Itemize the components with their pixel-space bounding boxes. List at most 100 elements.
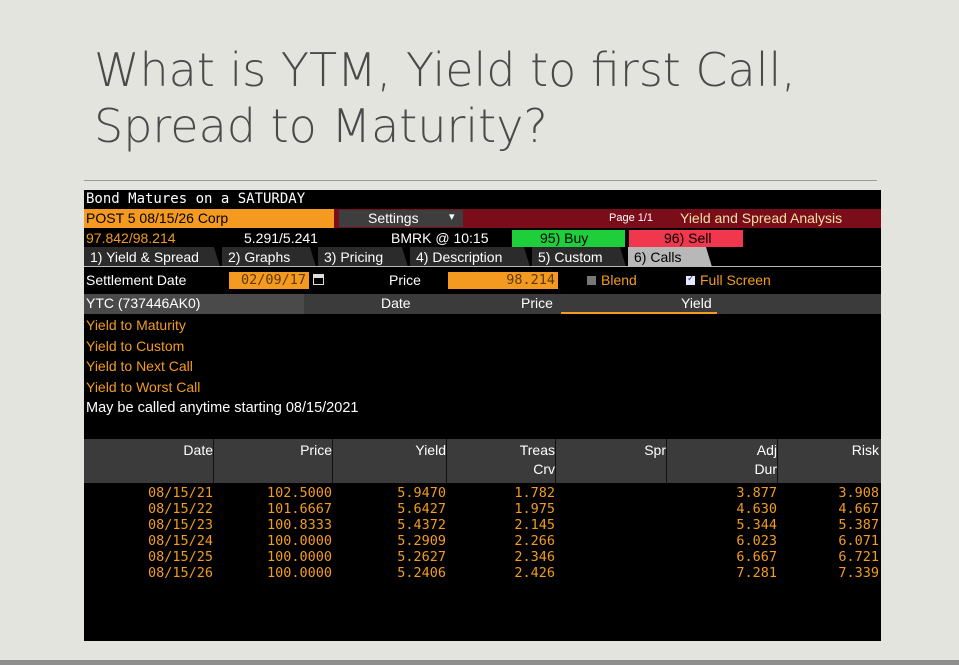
tab-label: 6) Calls — [634, 249, 682, 265]
table-row: 08/15/26 100.0000 5.2406 2.426 7.281 7.3… — [84, 565, 881, 581]
calendar-icon[interactable] — [313, 274, 324, 285]
tab-label: 4) Description — [416, 249, 503, 265]
tab-label: 5) Custom — [538, 249, 603, 265]
tab-calls[interactable]: 6) Calls — [628, 247, 712, 267]
cell-risk: 5.387 — [838, 517, 879, 533]
tab-bar: 1) Yield & Spread 2) Graphs 3) Pricing 4… — [84, 247, 881, 267]
col-header-risk[interactable]: Risk — [851, 442, 879, 458]
blend-label: Blend — [601, 272, 637, 288]
cell-date: 08/15/24 — [147, 533, 213, 549]
price-input-value: 98.214 — [506, 272, 555, 288]
bond-maturity-note: Bond Matures on a SATURDAY — [86, 191, 306, 207]
price-label: Price — [389, 272, 421, 288]
sell-button-label: 96) Sell — [664, 230, 712, 246]
tab-label: 3) Pricing — [324, 249, 384, 265]
table-row: 08/15/21 102.5000 5.9470 1.782 3.877 3.9… — [84, 485, 881, 501]
tab-pricing[interactable]: 3) Pricing — [318, 247, 408, 267]
buy-button[interactable]: 95) Buy — [512, 230, 625, 247]
tab-custom[interactable]: 5) Custom — [532, 247, 626, 267]
cell-yield: 5.2627 — [397, 549, 446, 565]
cell-risk: 6.071 — [838, 533, 879, 549]
title-divider — [84, 180, 877, 181]
tab-description[interactable]: 4) Description — [410, 247, 530, 267]
col-header-yield[interactable]: Yield — [415, 442, 446, 458]
buy-button-label: 95) Buy — [540, 230, 589, 246]
tab-yield-spread[interactable]: 1) Yield & Spread — [84, 247, 220, 267]
cell-date: 08/15/26 — [147, 565, 213, 581]
cell-treas: 2.346 — [514, 549, 555, 565]
tab-label: 1) Yield & Spread — [90, 249, 199, 265]
cell-risk: 6.721 — [838, 549, 879, 565]
slide-title: What is YTM, Yield to first Call, Spread… — [94, 42, 924, 154]
cell-risk: 3.908 — [838, 485, 879, 501]
slide-bottom-border — [0, 660, 959, 665]
price-input[interactable]: 98.214 — [448, 272, 558, 289]
cell-adj-dur: 7.281 — [736, 565, 777, 581]
cell-price: 100.0000 — [266, 565, 332, 581]
col-header-date[interactable]: Date — [183, 442, 213, 458]
grid-header-price: Price — [521, 295, 553, 311]
grid-header-date: Date — [381, 295, 411, 311]
cell-price: 100.8333 — [266, 517, 332, 533]
table-row: 08/15/25 100.0000 5.2627 2.346 6.667 6.7… — [84, 549, 881, 565]
slide-title-line-2: Spread to Maturity? — [94, 99, 548, 153]
cell-price: 101.6667 — [266, 501, 332, 517]
ytc-identifier: YTC (737446AK0) — [86, 295, 201, 311]
settings-label: Settings — [368, 210, 419, 226]
cell-adj-dur: 6.023 — [736, 533, 777, 549]
menu-yield-to-maturity[interactable]: Yield to Maturity — [86, 317, 186, 333]
slide-title-line-1: What is YTM, Yield to first Call, — [94, 43, 796, 97]
cell-date: 08/15/21 — [147, 485, 213, 501]
terminal-header: Bond Matures on a SATURDAY — [84, 190, 881, 208]
tab-underline — [84, 266, 881, 267]
cell-yield: 5.9470 — [397, 485, 446, 501]
cell-risk: 7.339 — [838, 565, 879, 581]
bid-ask-price: 97.842/98.214 — [86, 230, 176, 246]
col-header-adj[interactable]: Adj — [756, 442, 777, 458]
settings-dropdown[interactable]: Settings ▾ — [339, 210, 463, 227]
settlement-date-input[interactable]: 02/09/17 — [229, 272, 309, 289]
table-row: 08/15/23 100.8333 5.4372 2.145 5.344 5.3… — [84, 517, 881, 533]
col-header-treas[interactable]: Treas — [519, 442, 555, 458]
menu-yield-to-next-call[interactable]: Yield to Next Call — [86, 358, 193, 374]
security-bar: POST 5 08/15/26 Corp Settings ▾ Page 1/1… — [84, 209, 881, 228]
cell-treas: 2.426 — [514, 565, 555, 581]
yield-menu: Yield to Maturity Yield to Custom Yield … — [86, 315, 200, 397]
yield-column-sort-indicator — [561, 312, 717, 314]
table-row: 08/15/22 101.6667 5.6427 1.975 4.630 4.6… — [84, 501, 881, 517]
cell-date: 08/15/23 — [147, 517, 213, 533]
settlement-date-label: Settlement Date — [86, 272, 187, 288]
security-name: POST 5 08/15/26 Corp — [86, 210, 229, 226]
cell-adj-dur: 4.630 — [736, 501, 777, 517]
cell-treas: 2.266 — [514, 533, 555, 549]
col-header-dur: Dur — [754, 461, 777, 477]
cell-treas: 2.145 — [514, 517, 555, 533]
full-screen-checkbox[interactable]: ✓ — [686, 273, 695, 285]
cell-price: 102.5000 — [266, 485, 332, 501]
cell-yield: 5.2406 — [397, 565, 446, 581]
grid-header-yield: Yield — [681, 295, 712, 311]
sell-button[interactable]: 96) Sell — [629, 230, 743, 247]
call-table-header: Date Price Yield Treas Crv Spr Adj Dur R… — [84, 439, 881, 483]
menu-yield-to-custom[interactable]: Yield to Custom — [86, 337, 185, 354]
chevron-down-icon: ▾ — [449, 211, 455, 223]
col-header-price[interactable]: Price — [300, 442, 332, 458]
cell-adj-dur: 5.344 — [736, 517, 777, 533]
call-schedule-note: May be called anytime starting 08/15/202… — [86, 400, 359, 416]
menu-yield-to-worst-call[interactable]: Yield to Worst Call — [86, 378, 201, 395]
cell-adj-dur: 6.667 — [736, 549, 777, 565]
cell-adj-dur: 3.877 — [736, 485, 777, 501]
quote-row: 97.842/98.214 5.291/5.241 BMRK @ 10:15 9… — [84, 229, 881, 247]
settlement-row: Settlement Date 02/09/17 Price 98.214 Bl… — [84, 271, 881, 290]
cell-date: 08/15/22 — [147, 501, 213, 517]
cell-treas: 1.975 — [514, 501, 555, 517]
security-field[interactable]: POST 5 08/15/26 Corp — [84, 209, 334, 228]
bid-ask-yield: 5.291/5.241 — [244, 230, 318, 246]
col-header-spr[interactable]: Spr — [644, 442, 666, 458]
tab-graphs[interactable]: 2) Graphs — [222, 247, 316, 267]
settlement-date-value: 02/09/17 — [240, 272, 306, 288]
ytc-grid-header: YTC (737446AK0) Date Price Yield — [84, 294, 881, 314]
blend-checkbox[interactable] — [587, 276, 596, 285]
benchmark-time: BMRK @ 10:15 — [391, 230, 489, 246]
cell-yield: 5.6427 — [397, 501, 446, 517]
